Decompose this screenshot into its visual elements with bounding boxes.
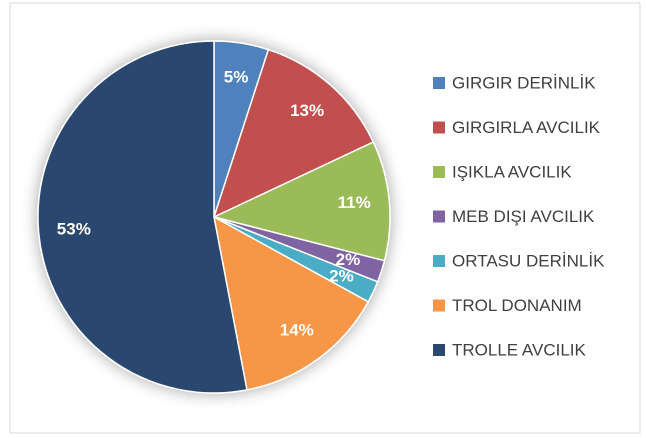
data-label: 2% [329, 266, 354, 285]
legend-swatch [433, 344, 445, 356]
pie [37, 40, 391, 394]
pie-slice [212, 215, 370, 391]
legend-swatch [433, 77, 445, 89]
data-label: 11% [338, 193, 371, 212]
legend-label: MEB DIŞI AVCILIK [452, 207, 595, 226]
legend-label: GIRGIRLA AVCILIK [452, 118, 601, 137]
data-label: 14% [280, 320, 314, 339]
data-label: 13% [290, 101, 324, 120]
legend-label: ORTASU DERİNLİK [452, 251, 605, 270]
legend-swatch [433, 121, 445, 134]
legend-swatch [433, 255, 445, 267]
legend-label: TROLLE AVCILIK [452, 340, 587, 359]
legend-swatch [433, 166, 445, 178]
legend-swatch [433, 299, 445, 312]
legend-label: TROL DONANIM [452, 296, 582, 315]
legend-swatch [433, 210, 445, 223]
legend-label: IŞIKLA AVCILIK [452, 162, 572, 181]
pie-slice [212, 48, 375, 219]
data-label: 53% [57, 220, 91, 239]
data-label: 5% [224, 67, 249, 86]
pie-slice [211, 141, 391, 262]
data-label: 2% [336, 250, 361, 269]
legend-label: GIRGIR DERİNLİK [452, 73, 596, 92]
pie-slice [37, 40, 248, 394]
